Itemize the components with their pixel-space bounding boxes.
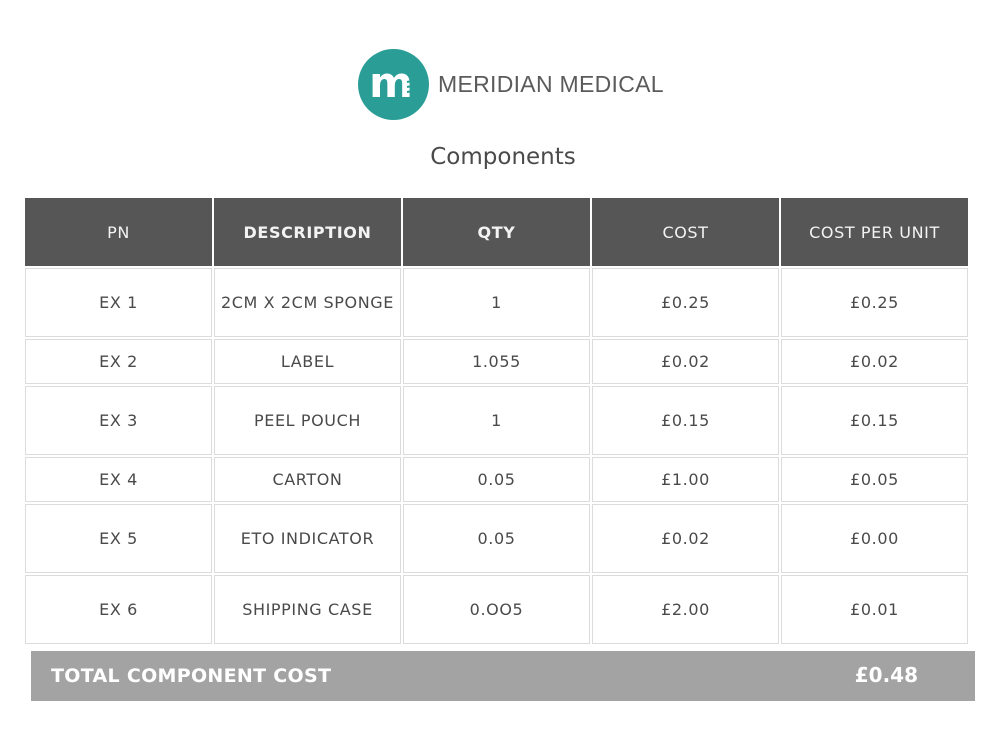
cell-pn: EX 5 [25,504,212,573]
cell-qty: 1 [403,268,590,337]
column-header-cost-per-unit: COST PER UNIT [781,198,968,266]
components-table: PN DESCRIPTION QTY COST COST PER UNIT EX… [23,196,970,646]
table-row: EX 1 2CM X 2CM SPONGE 1 £0.25 £0.25 [25,268,968,337]
cell-description: SHIPPING CASE [214,575,401,644]
table-row: EX 2 LABEL 1.055 £0.02 £0.02 [25,339,968,384]
table-header-row: PN DESCRIPTION QTY COST COST PER UNIT [25,198,968,266]
cell-pn: EX 3 [25,386,212,455]
table-row: EX 3 PEEL POUCH 1 £0.15 £0.15 [25,386,968,455]
cell-cost-per-unit: £0.05 [781,457,968,502]
cell-cost: £0.25 [592,268,779,337]
cell-qty: 1 [403,386,590,455]
cell-cost-per-unit: £0.02 [781,339,968,384]
cell-cost: £0.02 [592,339,779,384]
column-header-pn: PN [25,198,212,266]
cell-qty: 1.055 [403,339,590,384]
cell-qty: 0.OO5 [403,575,590,644]
column-header-description: DESCRIPTION [214,198,401,266]
cell-description: ETO INDICATOR [214,504,401,573]
page-title: Components [430,144,576,170]
logo-letter: m [369,58,413,107]
cell-pn: EX 2 [25,339,212,384]
brand-header: m MERIDIAN MEDICAL [358,48,664,120]
cell-pn: EX 4 [25,457,212,502]
cell-cost-per-unit: £0.01 [781,575,968,644]
meridian-medical-logo-icon: m [358,48,429,120]
cell-cost-per-unit: £0.25 [781,268,968,337]
cell-cost-per-unit: £0.00 [781,504,968,573]
total-value: £0.48 [854,663,918,687]
cell-pn: EX 6 [25,575,212,644]
total-component-cost-bar: TOTAL COMPONENT COST £0.48 [31,651,975,701]
cell-pn: EX 1 [25,268,212,337]
table-row: EX 4 CARTON 0.05 £1.00 £0.05 [25,457,968,502]
cell-cost: £1.00 [592,457,779,502]
cell-cost-per-unit: £0.15 [781,386,968,455]
table-row: EX 5 ETO INDICATOR 0.05 £0.02 £0.00 [25,504,968,573]
column-header-cost: COST [592,198,779,266]
cell-description: PEEL POUCH [214,386,401,455]
cell-cost: £2.00 [592,575,779,644]
cell-cost: £0.15 [592,386,779,455]
total-label: TOTAL COMPONENT COST [51,665,332,687]
table-row: EX 6 SHIPPING CASE 0.OO5 £2.00 £0.01 [25,575,968,644]
column-header-qty: QTY [403,198,590,266]
cell-qty: 0.05 [403,504,590,573]
cell-description: CARTON [214,457,401,502]
cell-cost: £0.02 [592,504,779,573]
cell-description: LABEL [214,339,401,384]
cell-description: 2CM X 2CM SPONGE [214,268,401,337]
brand-name: MERIDIAN MEDICAL [438,70,664,97]
cell-qty: 0.05 [403,457,590,502]
